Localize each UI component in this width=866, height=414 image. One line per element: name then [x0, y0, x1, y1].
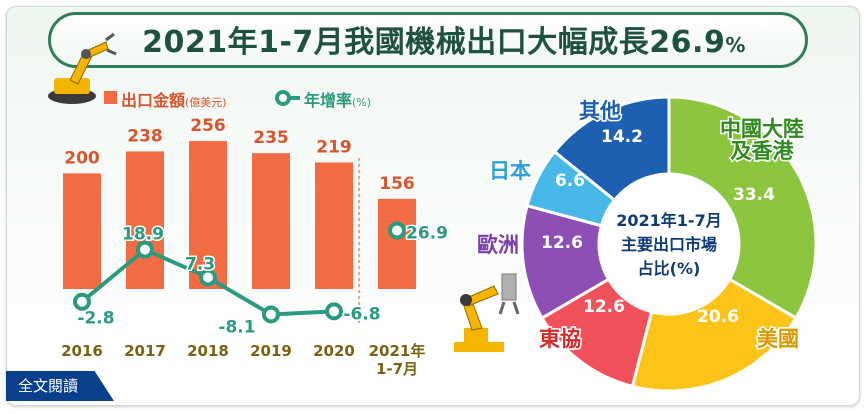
legend-growth-unit: (%): [352, 96, 372, 109]
growth-label-3: -8.1: [218, 317, 255, 337]
category-label-2: 2018: [187, 342, 229, 360]
bar-4: [315, 162, 353, 289]
pie-value-3: 12.6: [541, 233, 583, 253]
growth-point-3: [262, 305, 280, 324]
category-label-5-0: 2021年: [369, 342, 426, 360]
legend-growth-label: 年增率: [304, 91, 353, 110]
legend-export: 出口金額(億美元): [121, 87, 227, 111]
growth-point-0: [73, 292, 91, 311]
pie-name-0-0: 中國大陸: [720, 117, 804, 141]
pie-value-5: 14.2: [601, 127, 643, 147]
legend-export-label: 出口金額: [121, 91, 186, 110]
pie-name-1: 美國: [757, 327, 799, 351]
pie-name-2: 東協: [539, 327, 581, 351]
growth-label-2: 7.3: [185, 254, 215, 274]
growth-label-4: -6.8: [343, 304, 380, 324]
bar-0: [63, 173, 101, 289]
pie-slice-0: [667, 95, 818, 321]
growth-point-5: [388, 221, 406, 240]
donut-center-label-2: 占比(%): [638, 259, 701, 278]
legend-growth: 年增率(%): [304, 87, 371, 111]
bar-label-2: 256: [190, 116, 226, 136]
growth-point-1: [136, 240, 154, 259]
legend-export-swatch: [104, 91, 117, 104]
donut-hole: [601, 176, 737, 312]
pie-value-2: 12.6: [583, 297, 625, 317]
bar-label-4: 219: [316, 137, 352, 157]
category-label-5-1: 1-7月: [376, 360, 418, 378]
title-main: 2021年1-7月我國機械出口大幅成長26.9: [142, 25, 726, 60]
growth-label-1: 18.9: [122, 225, 164, 245]
pie-slice-1: [630, 277, 799, 393]
bar-5: [378, 198, 416, 289]
pie-value-1: 20.6: [697, 307, 739, 327]
page-title: 2021年1-7月我國機械出口大幅成長26.9%: [84, 17, 804, 61]
category-label-0: 2016: [61, 342, 103, 360]
category-label-1: 2017: [124, 342, 166, 360]
pie-name-5: 其他: [579, 99, 621, 123]
bar-3: [252, 153, 290, 289]
pie-name-0-1: 及香港: [731, 139, 795, 163]
donut-center-label-0: 2021年1-7月: [616, 211, 721, 230]
fulltext-button[interactable]: 全文閱讀: [6, 371, 114, 401]
title-banner: [48, 12, 808, 68]
bar-label-1: 238: [127, 126, 163, 146]
bar-label-3: 235: [253, 128, 289, 148]
bar-2: [189, 141, 227, 289]
pie-slice-5: [552, 95, 671, 203]
pie-value-4: 6.6: [555, 171, 585, 191]
bar-1: [126, 151, 164, 289]
donut-center-label-1: 主要出口市場: [621, 235, 717, 254]
growth-label-5: 26.9: [406, 223, 448, 243]
pie-value-0: 33.4: [733, 185, 775, 205]
bar-label-5: 156: [379, 174, 415, 194]
category-label-4: 2020: [313, 342, 355, 360]
pie-name-4: 日本: [489, 159, 531, 183]
growth-label-0: -2.8: [77, 309, 114, 329]
growth-point-2: [199, 268, 217, 287]
bar-label-0: 200: [64, 148, 100, 168]
title-suffix: %: [725, 33, 746, 57]
category-label-3: 2019: [250, 342, 292, 360]
pie-name-3: 歐洲: [477, 233, 519, 257]
growth-point-4: [325, 302, 343, 321]
legend-export-unit: (億美元): [185, 96, 227, 109]
